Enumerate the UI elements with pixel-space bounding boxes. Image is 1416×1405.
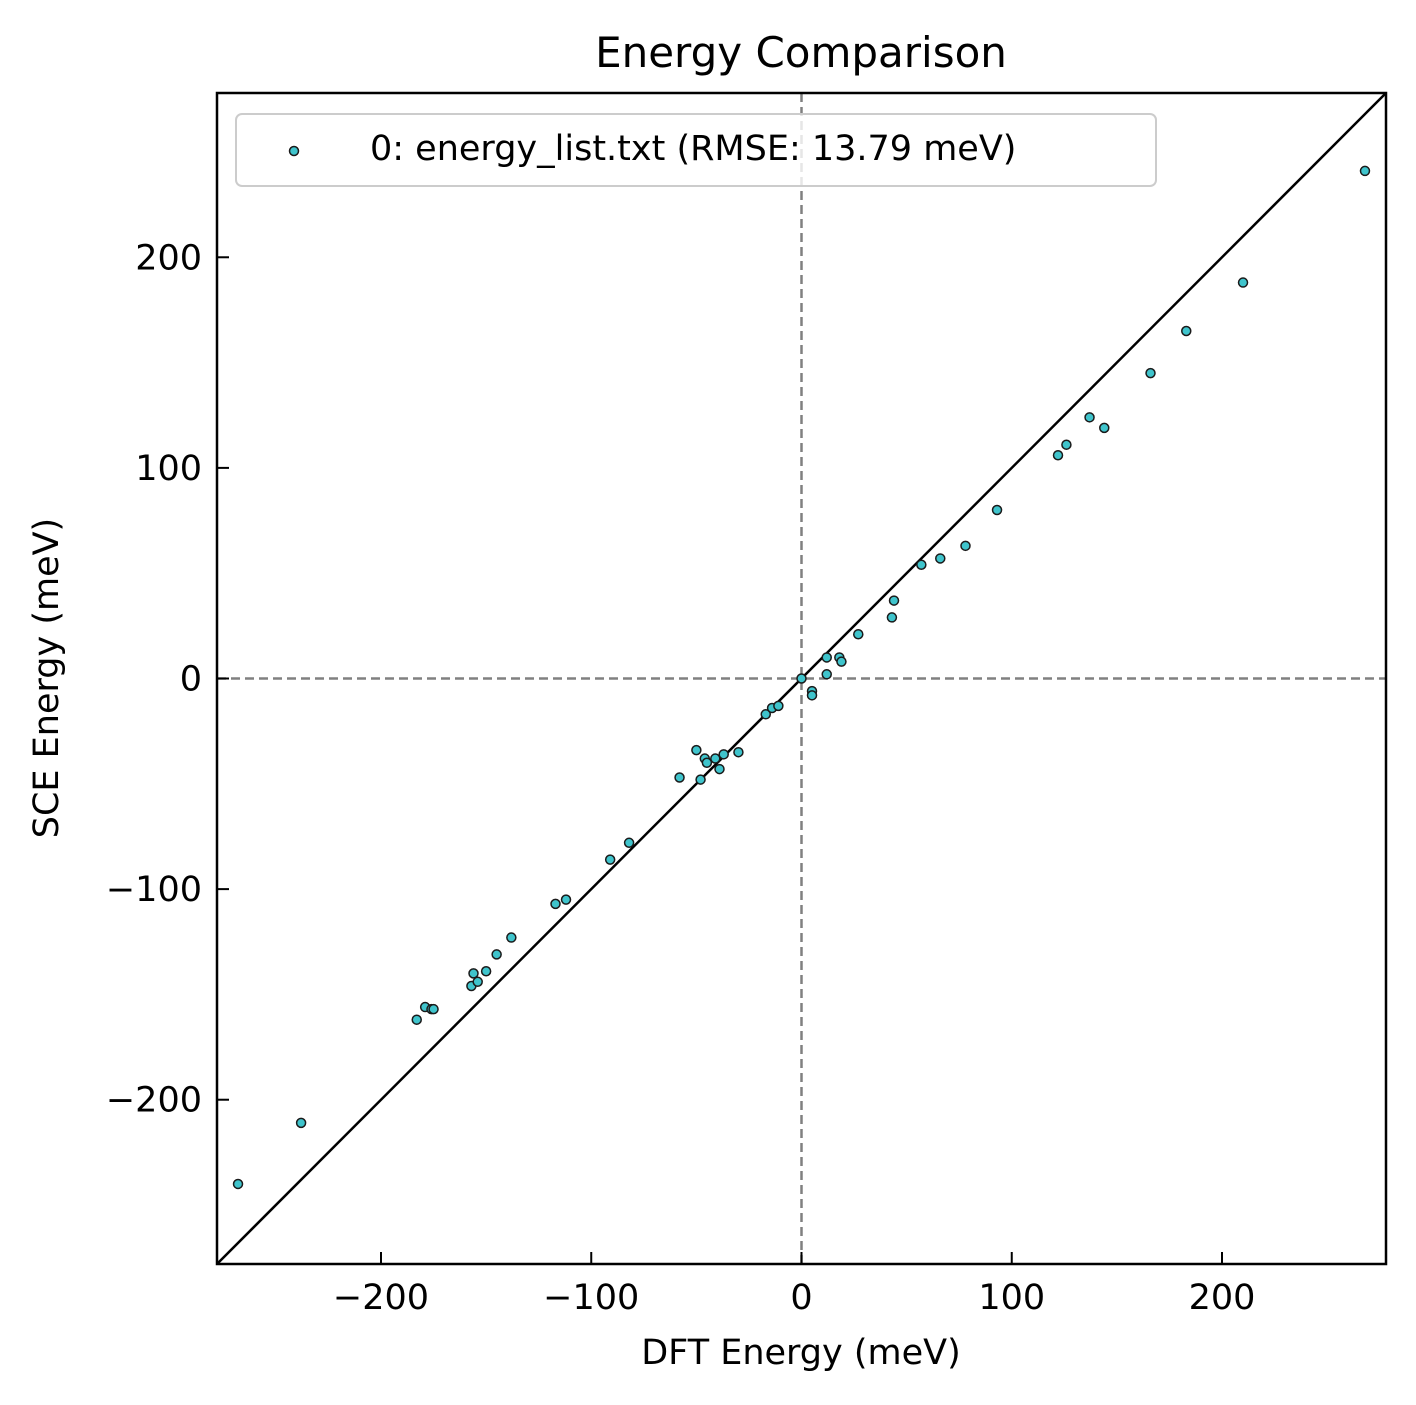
y-axis-label: SCE Energy (meV)	[27, 518, 67, 838]
data-point	[836, 656, 847, 667]
data-point	[916, 559, 927, 571]
legend-entry-label: 0: energy_list.txt (RMSE: 13.79 meV)	[370, 129, 1016, 169]
data-point	[691, 744, 702, 756]
data-point	[560, 894, 572, 905]
data-point	[695, 774, 706, 785]
y-tick-label: −100	[106, 870, 202, 910]
data-point	[935, 553, 946, 564]
x-tick-label: 200	[1189, 1278, 1256, 1318]
data-point	[295, 1117, 307, 1129]
data-point	[1237, 277, 1249, 288]
data-point	[1181, 325, 1192, 337]
scatter-points	[232, 165, 1371, 1190]
data-point	[472, 976, 483, 988]
data-point	[1145, 367, 1156, 379]
data-point	[806, 690, 818, 701]
data-point	[1359, 165, 1371, 177]
data-point	[1084, 412, 1095, 423]
x-axis-ticks: −200 −100 0 100 200	[333, 1252, 1255, 1318]
y-tick-label: 100	[135, 449, 202, 489]
data-point	[991, 504, 1003, 516]
chart-title: Energy Comparison	[595, 28, 1007, 77]
data-point	[674, 772, 685, 783]
x-tick-label: −200	[333, 1278, 429, 1318]
data-point	[506, 932, 517, 943]
data-point	[428, 1003, 439, 1015]
data-point	[1052, 450, 1064, 461]
y-tick-label: 200	[135, 238, 202, 278]
data-point	[623, 837, 635, 849]
data-point	[886, 612, 898, 623]
data-point	[960, 540, 971, 552]
data-point	[773, 700, 784, 712]
data-point	[853, 629, 864, 640]
data-point	[480, 966, 492, 977]
data-point	[491, 949, 502, 960]
legend: 0: energy_list.txt (RMSE: 13.79 meV)	[235, 113, 1157, 187]
y-axis-ticks: −200 −100 0 100 200	[106, 238, 229, 1121]
y-tick-label: −200	[106, 1081, 202, 1121]
data-point	[796, 673, 807, 684]
x-axis-label: DFT Energy (meV)	[641, 1333, 961, 1373]
data-point	[232, 1178, 244, 1190]
x-tick-label: −100	[543, 1278, 639, 1318]
data-point	[760, 709, 772, 720]
data-point	[1099, 422, 1110, 434]
legend-box	[235, 113, 1157, 187]
data-point	[411, 1014, 422, 1025]
data-point	[604, 854, 616, 865]
data-point	[550, 898, 561, 910]
y-tick-label: 0	[180, 660, 202, 700]
x-tick-label: 100	[978, 1278, 1045, 1318]
legend-marker	[288, 145, 300, 157]
data-point	[710, 753, 721, 764]
data-point	[821, 652, 832, 663]
data-point	[714, 763, 725, 775]
data-point	[718, 749, 729, 760]
x-tick-label: 0	[790, 1278, 812, 1318]
data-point	[888, 595, 900, 606]
data-point	[733, 746, 744, 758]
data-point	[821, 669, 832, 680]
zero-reference-lines	[217, 93, 1386, 1264]
data-point	[468, 968, 479, 979]
data-point	[701, 757, 713, 768]
data-point	[1061, 439, 1072, 450]
